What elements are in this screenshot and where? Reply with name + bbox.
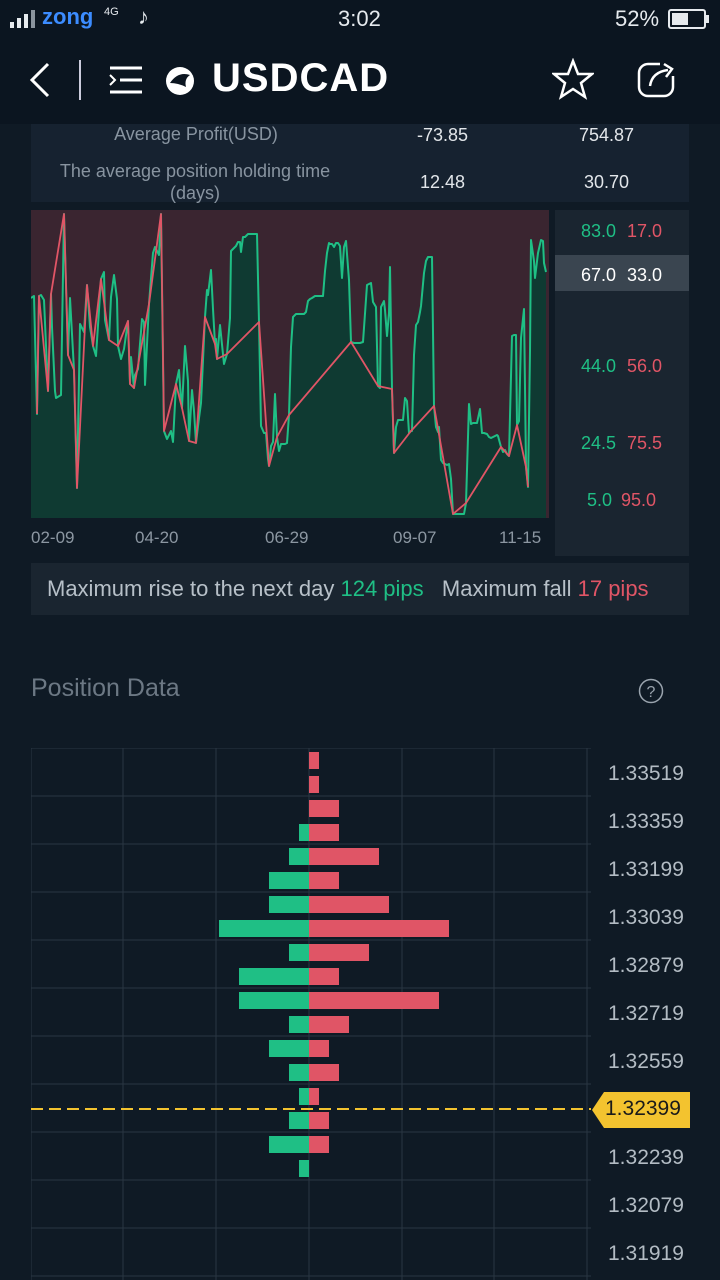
price-level-label: 1.32079 — [608, 1194, 684, 1217]
back-arrow-icon[interactable] — [26, 60, 56, 105]
question-icon[interactable]: ? — [638, 678, 664, 709]
carrier-label: zong — [42, 4, 94, 29]
network-label: 4G — [104, 6, 119, 18]
price-level-label: 1.32559 — [608, 1050, 684, 1073]
long-bar — [269, 1040, 309, 1057]
sentiment-chart — [31, 210, 549, 518]
long-bar — [239, 968, 309, 985]
price-level-label: 1.32879 — [608, 954, 684, 977]
long-bar — [289, 1112, 309, 1129]
stat-value-avg-profit-2: 754.87 — [579, 125, 635, 145]
app-header: USDCAD — [0, 38, 720, 124]
short-bar — [309, 1112, 329, 1129]
x-tick-3: 06-29 — [265, 528, 309, 547]
short-bar — [309, 992, 439, 1009]
x-tick-5: 11-15 — [499, 528, 542, 547]
x-tick-1: 02-09 — [31, 528, 75, 547]
price-level-label: 1.32239 — [608, 1146, 684, 1169]
short-bar — [309, 1016, 349, 1033]
short-bar — [309, 752, 319, 769]
status-bar: zong 4G ♪ 3:02 52% — [0, 0, 720, 38]
price-level-label: 1.33039 — [608, 906, 684, 929]
price-level-label: 1.33359 — [608, 810, 684, 833]
short-bar — [309, 896, 389, 913]
clock: 3:02 — [338, 6, 381, 31]
fall-label: Maximum fall — [441, 576, 572, 601]
long-bar — [219, 920, 309, 937]
short-bar — [309, 1088, 319, 1105]
logo-icon — [164, 65, 196, 102]
page-title: USDCAD — [212, 56, 390, 100]
short-bar — [309, 968, 339, 985]
long-bar — [299, 1088, 309, 1105]
short-bar — [309, 1136, 329, 1153]
short-bar — [309, 1064, 339, 1081]
short-bar — [309, 944, 369, 961]
x-tick-4: 09-07 — [393, 528, 437, 547]
rise-value: 124 pips — [340, 576, 424, 601]
sentiment-legend: 83.0 17.0 67.0 33.0 44.0 56.0 24.5 75.5 5.0 9… — [555, 210, 689, 556]
short-bar — [309, 848, 379, 865]
battery-text: 52% — [615, 6, 660, 31]
price-level-label: 1.32719 — [608, 1002, 684, 1025]
stats-panel: Average Profit(USD) -73.85 754.87 The av… — [31, 124, 689, 203]
star-icon[interactable] — [550, 57, 596, 105]
svg-text:?: ? — [647, 684, 656, 701]
stat-value-avg-profit-1: -73.85 — [417, 125, 469, 145]
price-level-label: 1.31919 — [608, 1242, 684, 1265]
fall-value: 17 pips — [577, 576, 649, 601]
short-bar — [309, 776, 319, 793]
long-bar — [299, 824, 309, 841]
signal-icon — [10, 8, 38, 34]
long-bar — [269, 1136, 309, 1153]
position-data-title: Position Data — [31, 674, 180, 702]
stat-label-holding-time: The average position holding time (days) — [59, 161, 331, 203]
price-level-label: 1.33199 — [608, 858, 684, 881]
long-bar — [289, 944, 309, 961]
short-bar — [309, 872, 339, 889]
long-bar — [269, 896, 309, 913]
battery-icon — [668, 9, 710, 35]
long-bar — [289, 1016, 309, 1033]
long-bar — [289, 848, 309, 865]
legend-row-highlight — [555, 255, 689, 291]
x-tick-2: 04-20 — [135, 528, 179, 547]
pips-summary: Maximum rise to the next day 124 pips Ma… — [31, 563, 689, 615]
long-bar — [289, 1064, 309, 1081]
rise-label: Maximum rise to the next day — [47, 576, 335, 601]
short-bar — [309, 824, 339, 841]
menu-icon[interactable] — [108, 64, 144, 101]
share-icon[interactable] — [636, 58, 680, 105]
current-price-tag: 1.32399 — [592, 1092, 690, 1128]
short-bar — [309, 1040, 329, 1057]
price-level-label: 1.33519 — [608, 762, 684, 785]
stat-value-holding-2: 30.70 — [584, 172, 630, 192]
stat-value-holding-1: 12.48 — [420, 172, 466, 192]
long-bar — [299, 1160, 309, 1177]
short-bar — [309, 800, 339, 817]
long-bar — [269, 872, 309, 889]
long-bar — [239, 992, 309, 1009]
header-divider — [79, 60, 81, 100]
tiktok-icon: ♪ — [138, 4, 149, 29]
stat-label-avg-profit: Average Profit(USD) — [114, 124, 278, 144]
short-bar — [309, 920, 449, 937]
current-price: 1.32399 — [605, 1097, 681, 1120]
position-chart — [31, 748, 591, 1280]
